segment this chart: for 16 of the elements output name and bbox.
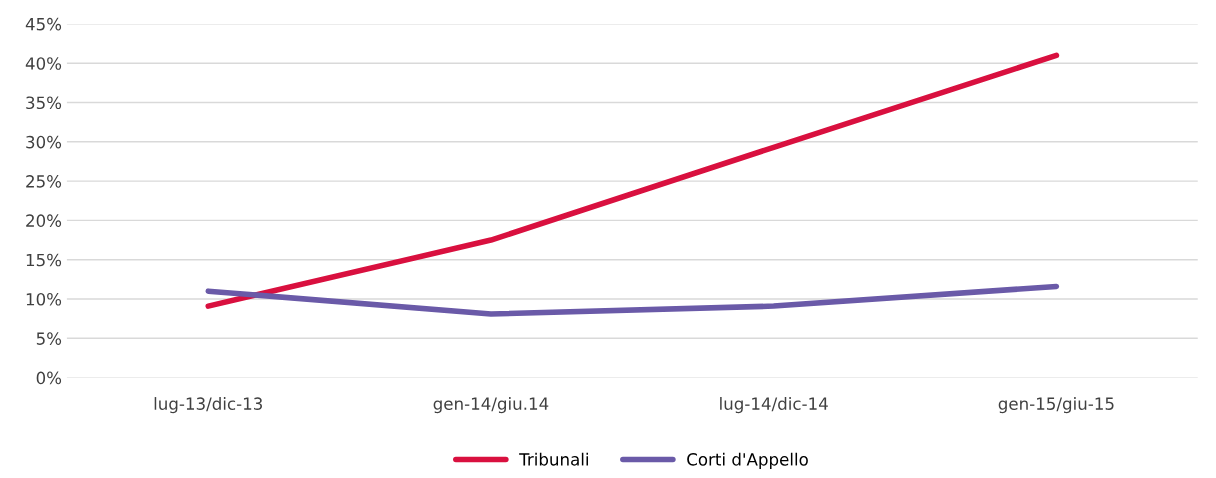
x-tick-label: gen-15/giu-15	[998, 397, 1114, 414]
y-tick-label: 0%	[36, 371, 62, 385]
x-tick-label: lug-13/dic-13	[154, 397, 263, 414]
y-tick-label: 30%	[26, 135, 62, 149]
y-tick-label: 25%	[26, 175, 62, 188]
y-tick-label: 35%	[26, 96, 62, 110]
y-tick-label: 15%	[26, 253, 62, 267]
x-tick-label: lug-14/dic-14	[720, 397, 828, 414]
x-tick-label: gen-14/giu.14	[433, 397, 549, 414]
legend-label: Tribunali	[519, 452, 588, 466]
legend-label: Corti d'Appello	[687, 452, 808, 469]
y-tick-label: 10%	[26, 292, 62, 306]
y-tick-label: 5%	[36, 332, 62, 345]
y-tick-label: 40%	[25, 57, 62, 70]
y-tick-label: 45%	[25, 17, 62, 31]
y-tick-label: 20%	[26, 214, 62, 227]
